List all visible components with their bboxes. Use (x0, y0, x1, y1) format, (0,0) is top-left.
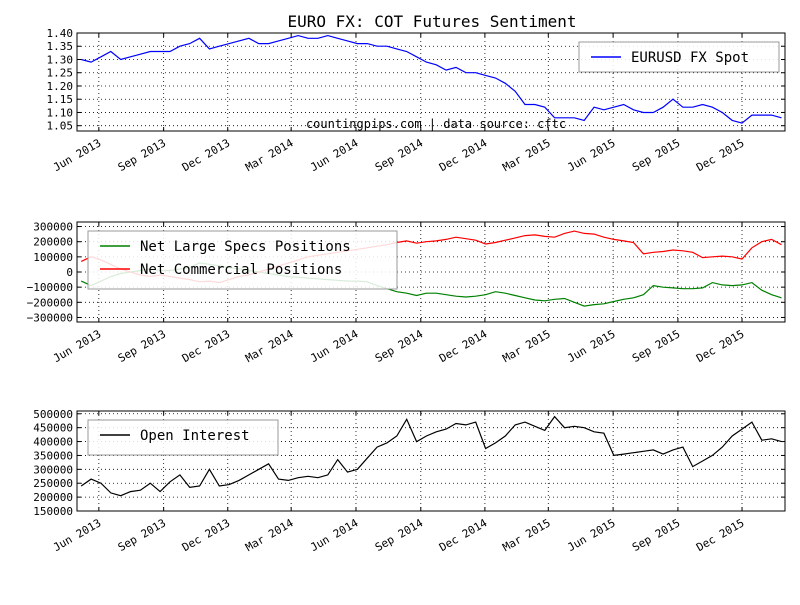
panel-3: 5000004500004000003500003000002500002000… (33, 408, 786, 554)
y-tick-label: 400000 (33, 436, 73, 449)
x-tick-label: Mar 2015 (500, 136, 552, 174)
x-tick-label: Jun 2015 (565, 136, 617, 174)
x-tick-label: Jun 2013 (51, 327, 103, 365)
y-tick-label: 500000 (33, 408, 73, 421)
x-tick-label: Jun 2015 (565, 516, 617, 554)
x-tick-label: Jun 2015 (565, 327, 617, 365)
x-tick-label: Sep 2013 (116, 516, 168, 554)
x-tick-label: Dec 2013 (180, 516, 232, 554)
y-tick-label: −200000 (27, 296, 73, 309)
chart-title: EURO FX: COT Futures Sentiment (288, 12, 577, 31)
y-tick-label: 1.15 (47, 93, 74, 106)
y-tick-label: 1.20 (47, 80, 74, 93)
x-tick-label: Sep 2013 (116, 327, 168, 365)
y-tick-label: 350000 (33, 449, 73, 462)
x-tick-label: Dec 2013 (180, 136, 232, 174)
y-tick-label: 1.05 (47, 120, 74, 133)
x-tick-label: Sep 2015 (630, 327, 682, 365)
x-tick-label: Dec 2015 (694, 327, 746, 365)
y-tick-label: 1.35 (47, 40, 74, 53)
x-tick-label: Mar 2015 (500, 327, 552, 365)
y-tick-label: 1.25 (47, 67, 74, 80)
y-tick-label: 1.10 (47, 106, 74, 119)
legend-label: Net Large Specs Positions (140, 239, 351, 255)
x-tick-label: Dec 2013 (180, 327, 232, 365)
legend-label: EURUSD FX Spot (631, 50, 749, 66)
y-tick-label: 0 (66, 266, 73, 279)
x-tick-label: Sep 2015 (630, 516, 682, 554)
series-line-open-interest (80, 415, 782, 497)
legend (87, 419, 279, 456)
x-tick-label: Dec 2014 (437, 136, 490, 174)
y-tick-label: 150000 (33, 505, 73, 518)
y-tick-label: 450000 (33, 422, 73, 435)
x-tick-label: Mar 2015 (500, 516, 552, 554)
legend (87, 230, 398, 290)
panels: 1.401.351.301.251.201.151.101.05 Jun 2013… (27, 27, 786, 554)
x-tick-label: Mar 2014 (243, 516, 296, 554)
x-tick-label: Jun 2014 (308, 327, 361, 365)
x-tick-label: Sep 2014 (373, 516, 426, 554)
x-tick-label: Dec 2014 (437, 516, 490, 554)
y-tick-label: −300000 (27, 311, 73, 324)
y-tick-label: 300000 (33, 221, 73, 234)
x-tick-label: Dec 2014 (437, 327, 490, 365)
y-tick-label: −100000 (27, 281, 73, 294)
x-tick-label: Jun 2014 (308, 136, 361, 174)
series-line-eurusd-fx-spot (81, 34, 782, 124)
x-tick-label: Mar 2014 (243, 327, 296, 365)
x-tick-label: Jun 2013 (51, 136, 103, 174)
x-tick-label: Sep 2014 (373, 327, 426, 365)
x-tick-label: Dec 2015 (694, 136, 746, 174)
y-tick-label: 100000 (33, 251, 73, 264)
y-tick-label: 1.40 (47, 27, 74, 40)
legend-label: Net Commercial Positions (140, 262, 342, 278)
y-tick-label: 250000 (33, 477, 73, 490)
y-tick-label: 200000 (33, 491, 73, 504)
legend-label: Open Interest (140, 428, 250, 444)
x-tick-label: Sep 2015 (630, 136, 682, 174)
y-tick-label: 200000 (33, 236, 73, 249)
y-tick-label: 1.30 (47, 53, 74, 66)
panel-1: 1.401.351.301.251.201.151.101.05 Jun 2013… (47, 27, 786, 174)
y-tick-label: 300000 (33, 463, 73, 476)
panel-2: 300000 200000 100000 0 −100000 −200000 −300000… (27, 221, 786, 365)
x-tick-label: Jun 2014 (308, 516, 361, 554)
x-tick-label: Jun 2013 (51, 516, 103, 554)
x-tick-label: Sep 2014 (373, 136, 426, 174)
x-tick-label: Mar 2014 (243, 136, 296, 174)
x-tick-label: Sep 2013 (116, 136, 168, 174)
source-annotation: countingpips.com | data source: cftc (306, 117, 566, 131)
x-tick-label: Dec 2015 (694, 516, 746, 554)
